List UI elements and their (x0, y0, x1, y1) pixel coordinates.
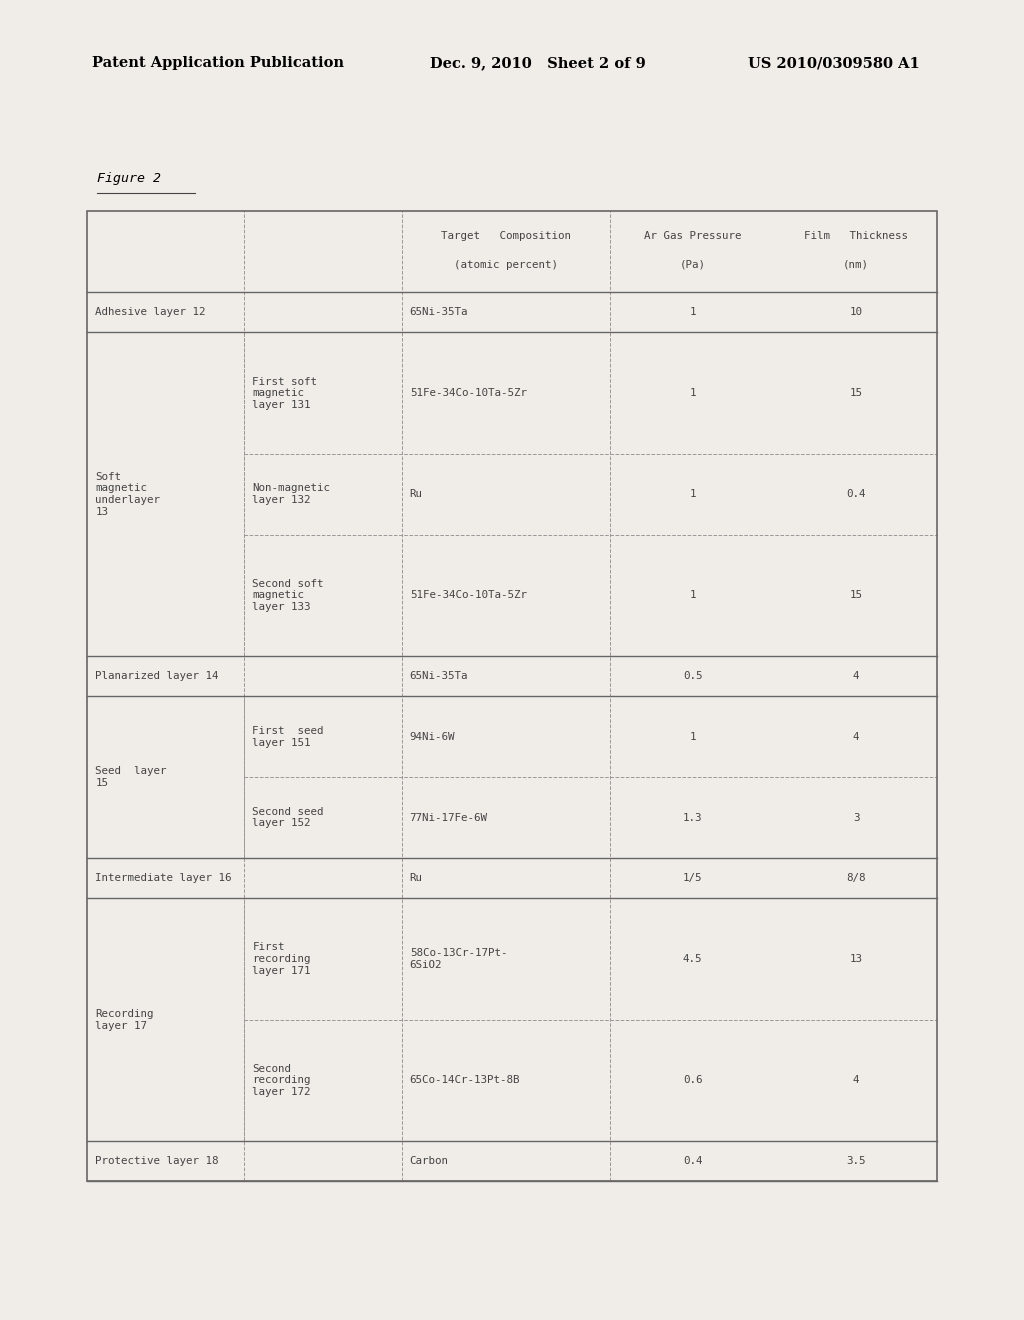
Text: 15: 15 (850, 590, 862, 601)
Text: 0.6: 0.6 (683, 1076, 702, 1085)
Text: Target   Composition: Target Composition (440, 231, 570, 240)
Text: Patent Application Publication: Patent Application Publication (92, 57, 344, 70)
Text: (atomic percent): (atomic percent) (454, 260, 558, 269)
Text: 15: 15 (850, 388, 862, 399)
Bar (87, 211, 937, 1181)
Text: 4: 4 (853, 671, 859, 681)
Text: Film   Thickness: Film Thickness (804, 231, 908, 240)
Text: Adhesive layer 12: Adhesive layer 12 (95, 308, 206, 317)
Text: 65Co-14Cr-13Pt-8B: 65Co-14Cr-13Pt-8B (410, 1076, 520, 1085)
Text: First  seed
layer 151: First seed layer 151 (253, 726, 324, 747)
Text: Protective layer 18: Protective layer 18 (95, 1156, 219, 1166)
Text: Soft
magnetic
underlayer
13: Soft magnetic underlayer 13 (95, 471, 160, 516)
Text: 0.4: 0.4 (683, 1156, 702, 1166)
Text: Intermediate layer 16: Intermediate layer 16 (95, 874, 231, 883)
Text: 65Ni-35Ta: 65Ni-35Ta (410, 671, 468, 681)
Text: Ru: Ru (410, 874, 423, 883)
Text: 13: 13 (850, 954, 862, 964)
Text: 1: 1 (689, 731, 696, 742)
Text: (nm): (nm) (843, 260, 869, 269)
Text: Second
recording
layer 172: Second recording layer 172 (253, 1064, 311, 1097)
Text: Recording
layer 17: Recording layer 17 (95, 1008, 154, 1031)
Text: 1: 1 (689, 590, 696, 601)
Text: Second soft
magnetic
layer 133: Second soft magnetic layer 133 (253, 578, 324, 612)
Text: Figure 2: Figure 2 (97, 172, 162, 185)
Text: 51Fe-34Co-10Ta-5Zr: 51Fe-34Co-10Ta-5Zr (410, 590, 526, 601)
Text: Second seed
layer 152: Second seed layer 152 (253, 807, 324, 829)
Text: Seed  layer
15: Seed layer 15 (95, 767, 167, 788)
Text: 1/5: 1/5 (683, 874, 702, 883)
Text: Planarized layer 14: Planarized layer 14 (95, 671, 219, 681)
Text: 8/8: 8/8 (847, 874, 866, 883)
Text: 3: 3 (853, 813, 859, 822)
Text: 0.5: 0.5 (683, 671, 702, 681)
Text: 51Fe-34Co-10Ta-5Zr: 51Fe-34Co-10Ta-5Zr (410, 388, 526, 399)
Text: 3.5: 3.5 (847, 1156, 866, 1166)
Text: 77Ni-17Fe-6W: 77Ni-17Fe-6W (410, 813, 487, 822)
Text: Non-magnetic
layer 132: Non-magnetic layer 132 (253, 483, 331, 506)
Text: (Pa): (Pa) (680, 260, 706, 269)
Text: Dec. 9, 2010   Sheet 2 of 9: Dec. 9, 2010 Sheet 2 of 9 (430, 57, 646, 70)
Text: 1: 1 (689, 490, 696, 499)
Text: 1: 1 (689, 388, 696, 399)
Text: 1: 1 (689, 308, 696, 317)
Text: 65Ni-35Ta: 65Ni-35Ta (410, 308, 468, 317)
Text: 4: 4 (853, 1076, 859, 1085)
Text: 1.3: 1.3 (683, 813, 702, 822)
Text: First soft
magnetic
layer 131: First soft magnetic layer 131 (253, 376, 317, 409)
Text: 94Ni-6W: 94Ni-6W (410, 731, 456, 742)
Text: 0.4: 0.4 (847, 490, 866, 499)
Text: Ar Gas Pressure: Ar Gas Pressure (644, 231, 741, 240)
Text: US 2010/0309580 A1: US 2010/0309580 A1 (748, 57, 920, 70)
Text: 58Co-13Cr-17Pt-
6SiO2: 58Co-13Cr-17Pt- 6SiO2 (410, 948, 507, 970)
Text: 4.5: 4.5 (683, 954, 702, 964)
Text: First
recording
layer 171: First recording layer 171 (253, 942, 311, 975)
Text: 10: 10 (850, 308, 862, 317)
Text: Carbon: Carbon (410, 1156, 449, 1166)
Text: 4: 4 (853, 731, 859, 742)
Text: Ru: Ru (410, 490, 423, 499)
